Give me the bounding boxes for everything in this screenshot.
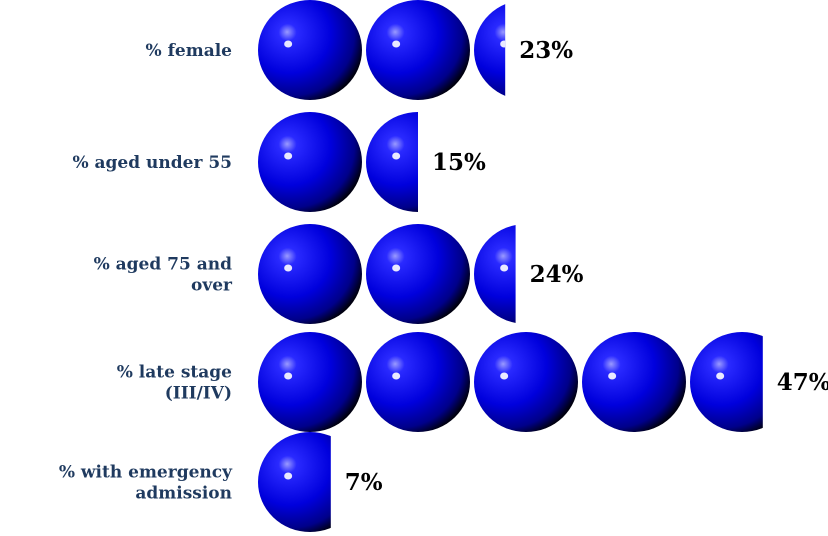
category-label: % female	[146, 41, 233, 61]
sphere-highlight	[392, 40, 401, 48]
chart-row: % female 23%	[146, 0, 573, 100]
sphere-highlight	[284, 152, 293, 160]
blue-sphere-icon	[366, 0, 470, 100]
sphere-highlight	[608, 372, 617, 380]
data-label: 23%	[519, 37, 573, 64]
blue-sphere-icon	[258, 432, 331, 532]
blue-sphere-icon	[258, 224, 362, 324]
blue-sphere-icon	[474, 225, 516, 323]
blue-sphere-icon	[690, 332, 763, 432]
blue-sphere-icon	[474, 332, 578, 432]
blue-sphere-icon	[582, 332, 686, 432]
data-label: 47%	[777, 369, 828, 396]
blue-sphere-icon	[366, 224, 470, 324]
blue-sphere-icon	[474, 4, 506, 96]
blue-sphere-icon	[366, 332, 470, 432]
category-label: % aged under 55	[72, 153, 232, 173]
sphere-highlight	[284, 372, 293, 380]
data-label: 15%	[432, 149, 486, 176]
category-label: over	[191, 276, 233, 296]
blue-sphere-icon	[258, 332, 362, 432]
sphere-highlight	[500, 264, 509, 272]
data-label: 24%	[530, 261, 584, 288]
sphere-highlight	[500, 372, 509, 380]
sphere-highlight	[392, 152, 401, 160]
sphere-highlight	[716, 372, 725, 380]
category-label: admission	[135, 484, 232, 504]
category-label: (III/IV)	[165, 384, 232, 404]
category-label: % aged 75 and	[94, 255, 233, 275]
sphere-highlight	[392, 372, 401, 380]
sphere-highlight	[284, 40, 293, 48]
chart-row: % aged under 55 15%	[72, 112, 486, 212]
chart-row: % late stage(III/IV) 47%	[117, 332, 828, 432]
category-label: % late stage	[117, 363, 232, 383]
data-label: 7%	[345, 469, 383, 496]
blue-sphere-icon	[366, 112, 418, 212]
blue-sphere-icon	[258, 112, 362, 212]
blue-sphere-icon	[258, 0, 362, 100]
category-label: % with emergency	[59, 463, 233, 483]
sphere-highlight	[284, 472, 293, 480]
sphere-highlight	[284, 264, 293, 272]
sphere-highlight	[500, 40, 506, 48]
sphere-highlight	[392, 264, 401, 272]
